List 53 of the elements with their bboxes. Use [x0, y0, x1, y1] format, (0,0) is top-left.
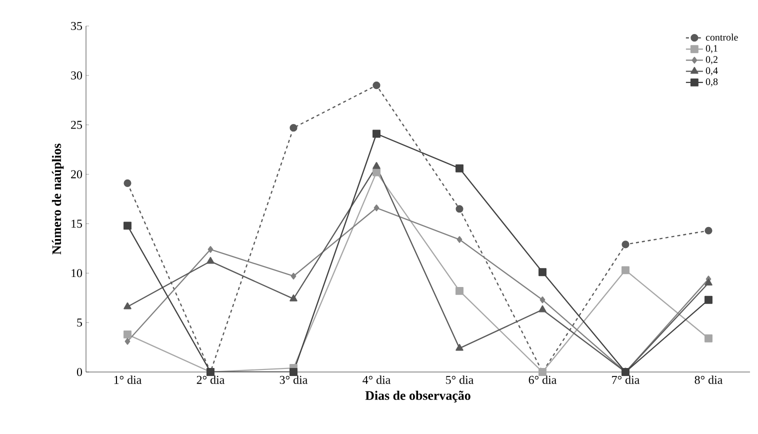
x-tick-label: 7° dia	[612, 376, 640, 384]
point	[372, 162, 380, 169]
y-tick-label: 10	[72, 269, 82, 278]
point	[456, 205, 464, 213]
point	[456, 286, 464, 295]
point	[290, 368, 298, 376]
point	[124, 222, 132, 230]
y-tick-label: 30	[71, 71, 82, 80]
point	[622, 266, 630, 274]
point	[456, 236, 462, 243]
y-tick-label: 25	[71, 120, 82, 129]
point	[124, 330, 132, 338]
point	[704, 278, 712, 286]
point	[124, 338, 130, 345]
point	[372, 82, 380, 90]
point	[372, 168, 380, 176]
x-tick-label: 5° dia	[446, 376, 474, 384]
point	[704, 296, 712, 304]
x-tick-label: 3° dia	[280, 376, 308, 384]
legend-label: 0,1	[706, 45, 718, 54]
y-tick-label: 15	[72, 220, 82, 228]
x-tick-label: 1° dia	[114, 376, 142, 384]
point	[372, 130, 380, 138]
y-tick-label: 5	[77, 318, 82, 327]
y-tick-label: 35	[71, 22, 82, 30]
y-tick-label: 0	[76, 368, 82, 376]
point	[290, 124, 298, 132]
point	[540, 296, 546, 304]
y-axis-title: Número de naúplios	[52, 144, 64, 254]
x-tick-label: 6° dia	[528, 376, 556, 384]
x-tick-label: 4° dia	[362, 376, 390, 384]
x-tick-label: 2° dia	[196, 376, 224, 384]
x-axis-title: Dias de observação	[365, 390, 470, 402]
point	[456, 344, 464, 351]
point	[622, 240, 630, 248]
legend-label: 0,2	[706, 56, 718, 64]
point	[704, 334, 712, 342]
point	[456, 164, 464, 172]
point	[704, 226, 712, 234]
point	[374, 204, 380, 212]
point	[290, 272, 296, 280]
point	[124, 179, 132, 187]
point	[206, 256, 214, 264]
legend-label: 0,8	[706, 78, 718, 87]
point	[538, 305, 546, 312]
point	[538, 268, 546, 276]
legend-label: 0,4	[706, 67, 718, 76]
x-tick-label: 8° dia	[694, 376, 722, 384]
point	[124, 302, 132, 310]
y-tick-label: 20	[71, 170, 82, 178]
point	[208, 246, 214, 253]
legend-label: controle	[706, 34, 738, 41]
point	[290, 294, 298, 302]
